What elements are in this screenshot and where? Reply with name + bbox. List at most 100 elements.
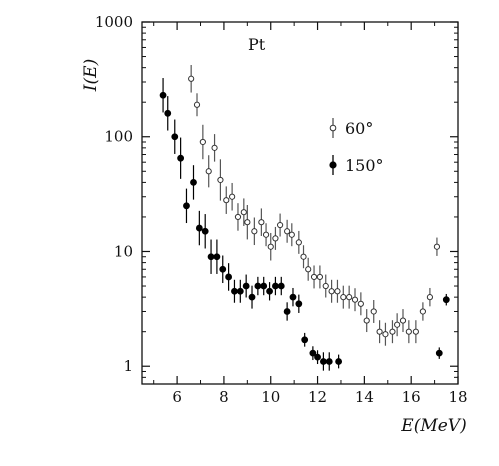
data-point [193,101,201,108]
data-series-layer [159,65,450,371]
legend-marker-open [329,124,337,132]
data-point [334,288,341,295]
y-tick-label: 100 [104,128,133,146]
y-tick-label: 1 [123,357,133,375]
legend-label: 150° [345,156,384,175]
data-point [177,154,185,162]
data-point [357,300,364,307]
data-point [164,109,172,117]
data-point [433,243,441,250]
x-tick-label: 12 [308,388,327,406]
data-point [272,282,279,290]
data-point [442,296,450,304]
data-point [277,221,284,229]
x-tick-label: 6 [172,388,182,406]
x-axis-label: E(MeV) [400,416,466,436]
y-tick-label: 1000 [95,13,133,31]
legend-label: 60° [345,119,373,138]
data-point [262,231,270,238]
series-60-deg [188,65,441,346]
data-point [295,300,303,308]
data-point [159,91,167,99]
element-annotation: Pt [248,35,266,54]
data-point [328,288,335,295]
data-point [335,358,343,365]
data-point [225,273,233,281]
data-point [305,266,312,273]
legend-marker-filled [329,161,337,169]
data-point [277,282,285,290]
y-axis-label: I(E) [81,59,101,92]
data-point [405,328,412,335]
data-point [389,328,396,335]
x-axis-ticks [153,22,459,384]
data-point [288,231,295,238]
data-point [322,282,329,290]
data-point [325,358,333,365]
data-point [219,265,227,273]
data-point [229,193,236,200]
data-point [242,282,250,290]
data-point [394,321,401,328]
data-point [309,349,317,357]
data-point [195,224,203,232]
data-point [248,293,256,301]
data-point [236,287,244,295]
x-tick-label: 18 [448,388,467,406]
data-point [260,282,268,290]
data-point [223,197,230,204]
data-point [240,209,247,216]
data-point [217,176,224,184]
data-point [435,349,443,357]
data-point [244,219,251,226]
data-point [426,294,434,301]
data-point [171,133,179,141]
legend: 60° 150° [329,118,384,175]
data-point [267,243,274,250]
y-axis-tick-labels: 1 10 100 1000 [95,13,133,375]
data-point [346,294,353,301]
y-tick-label: 10 [114,242,133,260]
plot-frame [141,21,459,385]
data-point [266,287,273,295]
data-point [370,308,377,315]
data-point [363,317,370,324]
data-point [412,328,419,335]
data-point [419,308,426,315]
series-150-deg [159,78,450,371]
data-point [399,317,407,324]
data-point [201,227,209,235]
x-tick-label: 16 [402,388,421,406]
data-point [351,296,359,303]
data-point [251,228,258,235]
x-axis-tick-labels: 6 8 10 12 14 16 18 [172,388,467,406]
data-point [183,202,190,210]
data-point [283,308,291,315]
data-point [213,253,221,261]
x-tick-label: 10 [261,388,280,406]
data-point [295,239,302,246]
data-point [316,273,323,281]
data-point [300,253,307,260]
y-axis-ticks [142,21,458,385]
data-point [289,293,297,301]
data-point [320,358,327,365]
data-point [310,273,318,281]
data-point [231,287,238,295]
data-point [207,253,215,261]
data-point [284,228,291,235]
data-point [314,353,321,361]
data-point [254,282,262,290]
data-point [211,144,218,151]
data-point [301,336,309,344]
data-point [272,235,279,242]
x-tick-label: 14 [355,388,374,406]
data-point [199,138,206,146]
data-point [258,219,265,226]
data-point [190,179,197,186]
data-point [188,75,195,82]
data-point [382,331,389,338]
data-point [376,328,383,335]
data-point [205,168,212,175]
